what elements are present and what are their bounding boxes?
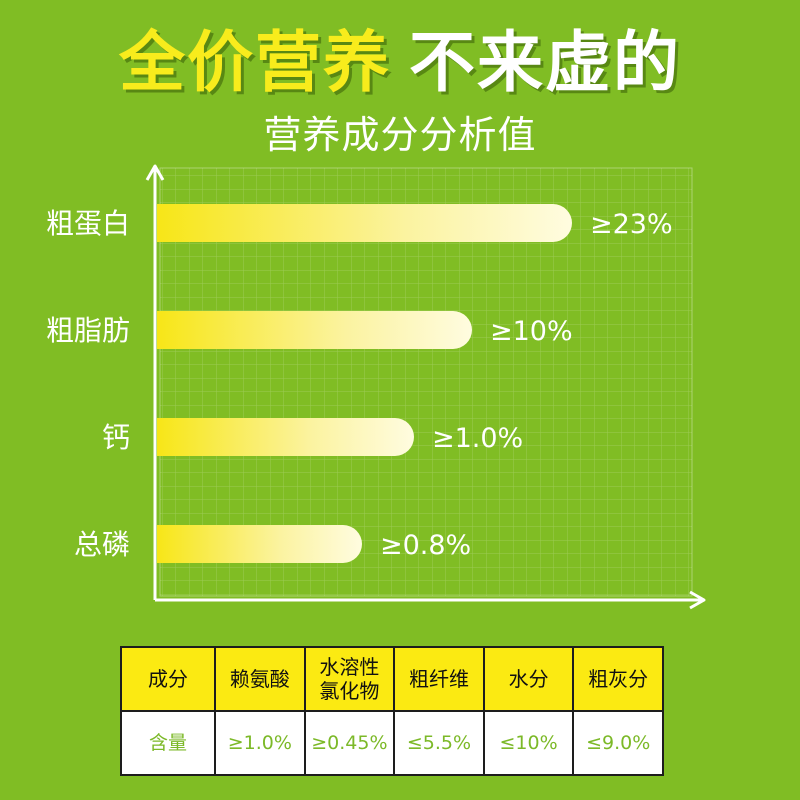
chart-subtitle: 营养成分分析值 [263,113,537,157]
bar-chart: 粗蛋白 ≥23% 粗脂肪 ≥10% 钙 ≥1.0% 总磷 ≥0.8% [46,164,706,610]
table-cell: ≤10% [482,710,575,776]
table-header-cell: 水分 [482,646,575,712]
bar [157,525,362,563]
category-label: 钙 [102,421,130,454]
table-header-cell: 粗灰分 [572,646,664,712]
table-cell: ≤9.0% [572,710,664,776]
table-header-cell: 粗纤维 [393,646,485,712]
table-header-cell: 成分 [120,646,216,712]
category-label: 粗脂肪 [46,314,130,347]
table-row: 含量 ≥1.0% ≥0.45% ≤5.5% ≤10% ≤9.0% [120,710,664,776]
table-header-text: 水溶性氯化物 [319,655,380,703]
table-header-cell: 赖氨酸 [214,646,306,712]
bar [157,204,572,242]
category-label: 总磷 [74,528,130,561]
y-axis [145,164,165,600]
value-label: ≥10% [490,316,573,347]
headline-highlight: 全价营养 [119,24,391,101]
table-header-row: 成分 赖氨酸 水溶性氯化物 粗纤维 水分 粗灰分 [120,646,664,712]
table-cell: ≤5.5% [393,710,485,776]
x-axis [155,590,706,610]
value-label: ≥0.8% [380,530,471,561]
headline-rest: 不来虚的 [409,24,681,101]
headline: 全价营养 不来虚的 [0,18,800,108]
nutrition-table: 成分 赖氨酸 水溶性氯化物 粗纤维 水分 粗灰分 含量 ≥1.0% ≥0.45%… [120,646,664,776]
chart-axes [145,164,706,610]
value-label: ≥1.0% [432,423,523,454]
table-cell: ≥0.45% [303,710,396,776]
table-header-cell: 水溶性氯化物 [303,646,396,712]
table-cell: ≥1.0% [214,710,306,776]
bar [157,311,472,349]
category-label: 粗蛋白 [46,207,130,240]
bar [157,418,414,456]
value-label: ≥23% [590,209,673,240]
table-row-label: 含量 [120,710,216,776]
